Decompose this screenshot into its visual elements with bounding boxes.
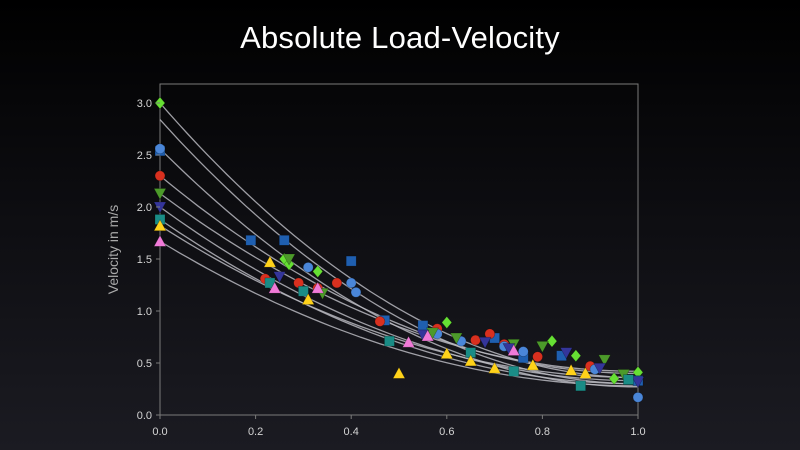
x-tick-label: 0.6 — [439, 426, 454, 438]
data-point — [559, 347, 573, 360]
data-point — [470, 334, 481, 346]
data-point — [312, 265, 324, 278]
data-point — [153, 219, 167, 232]
data-point — [631, 376, 645, 389]
fit-curves — [159, 102, 639, 388]
data-point — [282, 253, 296, 266]
data-point — [402, 335, 416, 348]
fit-curve — [159, 240, 639, 387]
data-point — [608, 372, 620, 386]
y-tick-label: 0.5 — [137, 358, 152, 370]
data-point — [441, 315, 453, 329]
fit-curve — [159, 192, 639, 372]
data-point — [440, 347, 454, 359]
data-point — [575, 380, 586, 392]
data-point — [632, 392, 644, 403]
data-point — [421, 329, 435, 342]
data-point — [392, 366, 406, 379]
data-point — [598, 354, 612, 367]
data-point — [526, 358, 540, 371]
y-tick-label: 2.5 — [137, 150, 152, 162]
data-point — [245, 234, 257, 246]
fit-curve — [159, 175, 639, 375]
y-axis-label: Velocity in m/s — [105, 205, 121, 294]
data-point — [508, 366, 520, 377]
data-point — [570, 349, 582, 363]
data-point — [578, 366, 592, 379]
fit-curve — [159, 102, 639, 379]
x-tick-label: 1.0 — [630, 426, 645, 438]
data-point — [268, 281, 282, 294]
x-tick-label: 0.8 — [535, 426, 550, 438]
data-point — [311, 281, 325, 294]
data-point — [546, 334, 558, 348]
data-point — [345, 255, 357, 267]
data-point — [478, 336, 492, 349]
data-point — [488, 361, 502, 374]
data-point — [272, 271, 287, 284]
data-point — [517, 346, 529, 357]
fit-curve — [159, 218, 639, 385]
data-point — [263, 255, 277, 268]
fit-curve — [159, 206, 639, 382]
data-point — [374, 316, 386, 327]
data-point — [154, 143, 166, 155]
data-point — [449, 332, 463, 345]
y-tick-label: 1.0 — [137, 306, 152, 318]
data-point — [532, 351, 543, 363]
x-tick-label: 0.4 — [344, 426, 359, 438]
data-point — [154, 170, 166, 182]
data-point — [298, 285, 309, 297]
x-tick-label: 0.0 — [152, 426, 167, 438]
data-point — [564, 363, 578, 376]
x-tick-label: 0.2 — [248, 426, 263, 438]
data-point — [331, 277, 343, 289]
axis-ticks: 0.0 0.2 0.4 0.6 0.8 1.0 0.0 0.5 1.0 1.5 2.0 2.5 3.0 — [137, 98, 646, 438]
data-point — [153, 234, 167, 247]
data-point — [623, 374, 634, 385]
fit-curve — [159, 225, 639, 379]
y-tick-label: 0.0 — [137, 410, 152, 422]
data-point — [302, 262, 314, 273]
y-tick-label: 3.0 — [137, 98, 152, 110]
data-point — [417, 320, 429, 331]
data-point — [593, 362, 607, 375]
data-point — [153, 188, 167, 201]
data-point — [278, 234, 290, 246]
slide-title: Absolute Load-Velocity — [240, 20, 560, 55]
data-point — [345, 277, 357, 289]
y-tick-label: 1.5 — [137, 254, 152, 266]
y-tick-label: 2.0 — [137, 202, 152, 214]
fit-curve — [159, 119, 639, 385]
plot-frame — [159, 83, 639, 416]
data-point — [464, 354, 478, 367]
data-markers — [153, 96, 645, 403]
data-point — [384, 335, 395, 347]
data-point — [535, 341, 549, 353]
data-point — [301, 292, 315, 305]
data-point — [350, 286, 362, 298]
data-point — [507, 343, 521, 356]
